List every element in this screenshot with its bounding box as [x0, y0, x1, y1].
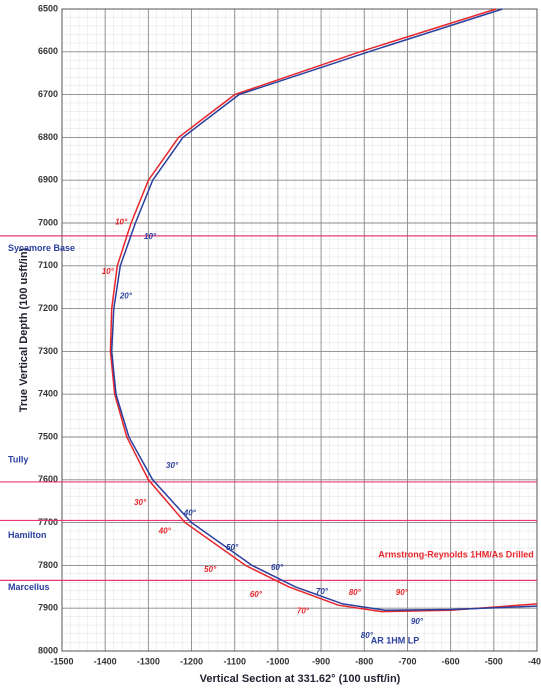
inclination-label: 90°	[411, 617, 424, 626]
y-tick-label: 8000	[38, 645, 58, 655]
y-tick-label: 7400	[38, 389, 58, 399]
y-tick-label: 6600	[38, 46, 58, 56]
inclination-label: 10°	[102, 267, 115, 276]
x-axis-title: Vertical Section at 331.62° (100 usft/in…	[200, 673, 401, 685]
inclination-label: 60°	[271, 563, 284, 572]
inclination-label: 50°	[226, 543, 239, 552]
y-tick-label: 6500	[38, 3, 58, 13]
inclination-label: 90°	[396, 588, 409, 597]
y-tick-label: 7900	[38, 603, 58, 613]
y-tick-label: 7300	[38, 346, 58, 356]
inclination-label: 70°	[316, 587, 329, 596]
x-tick-label: -400	[528, 656, 541, 666]
y-tick-label: 7600	[38, 474, 58, 484]
inclination-label: 10°	[144, 232, 157, 241]
inclination-label: 20°	[119, 291, 133, 300]
inclination-label: 60°	[250, 590, 263, 599]
y-tick-label: 7700	[38, 517, 58, 527]
x-tick-label: -1500	[50, 656, 73, 666]
y-tick-label: 6800	[38, 132, 58, 142]
series-label: AR 1HM LP	[371, 635, 420, 645]
formation-label: Hamilton	[8, 530, 47, 540]
x-tick-label: -700	[398, 656, 416, 666]
inclination-label: 30°	[166, 461, 179, 470]
y-tick-label: 7800	[38, 560, 58, 570]
x-tick-label: -900	[312, 656, 330, 666]
formation-label: Marcellus	[8, 582, 50, 592]
inclination-label: 40°	[183, 508, 197, 517]
x-tick-label: -800	[355, 656, 373, 666]
y-tick-label: 7200	[38, 303, 58, 313]
inclination-label: 30°	[134, 498, 147, 507]
x-tick-label: -1300	[137, 656, 160, 666]
plot-frame	[61, 8, 538, 652]
formation-label: Sycamore Base	[8, 243, 75, 253]
inclination-label: 50°	[204, 565, 217, 574]
y-tick-label: 6900	[38, 175, 58, 185]
x-tick-label: -1400	[94, 656, 117, 666]
y-tick-label: 7100	[38, 260, 58, 270]
formation-label: Tully	[8, 454, 28, 464]
y-axis-title: True Vertical Depth (100 usft/in)	[18, 247, 30, 412]
series-line	[109, 8, 538, 613]
inclination-label: 80°	[349, 588, 362, 597]
series-label: Armstrong-Reynolds 1HM/As Drilled	[378, 549, 534, 559]
y-tick-label: 7500	[38, 431, 58, 441]
x-tick-label: -600	[442, 656, 460, 666]
y-tick-label: 6700	[38, 89, 58, 99]
minor-grid	[62, 9, 537, 651]
x-tick-label: -1000	[266, 656, 289, 666]
x-tick-label: -500	[485, 656, 503, 666]
inclination-label: 40°	[158, 526, 172, 535]
inclination-label: 80°	[361, 631, 374, 640]
x-tick-label: -1100	[223, 656, 246, 666]
x-tick-label: -1200	[180, 656, 203, 666]
inclination-label: 70°	[297, 606, 310, 615]
inclination-label: 10°	[115, 217, 128, 226]
series-line	[110, 8, 538, 612]
y-tick-label: 7000	[38, 217, 58, 227]
